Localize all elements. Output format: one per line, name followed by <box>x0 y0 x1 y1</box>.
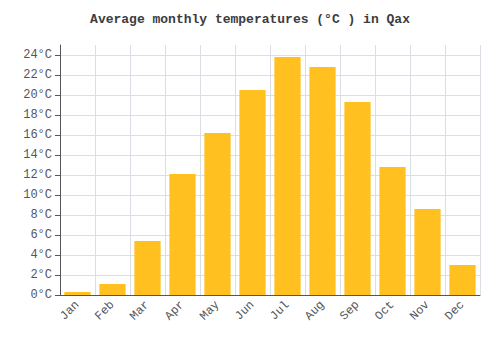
svg-text:2°C: 2°C <box>30 268 52 282</box>
svg-text:Jan: Jan <box>57 298 82 323</box>
svg-text:Sep: Sep <box>337 298 362 323</box>
svg-text:Average monthly temperatures (: Average monthly temperatures (°C ) in Qa… <box>90 12 410 27</box>
svg-text:Jun: Jun <box>232 298 257 323</box>
svg-text:6°C: 6°C <box>30 228 52 242</box>
svg-text:May: May <box>197 298 222 323</box>
svg-text:Feb: Feb <box>92 298 117 323</box>
svg-text:Oct: Oct <box>372 298 397 323</box>
svg-text:16°C: 16°C <box>23 128 52 142</box>
svg-text:Nov: Nov <box>407 298 432 323</box>
svg-text:8°C: 8°C <box>30 208 52 222</box>
svg-text:Aug: Aug <box>302 298 327 323</box>
svg-text:24°C: 24°C <box>23 48 52 62</box>
svg-text:20°C: 20°C <box>23 88 52 102</box>
svg-text:Dec: Dec <box>442 298 467 323</box>
svg-text:Apr: Apr <box>162 298 187 323</box>
svg-text:14°C: 14°C <box>23 148 52 162</box>
svg-text:Jul: Jul <box>267 298 292 323</box>
svg-text:18°C: 18°C <box>23 108 52 122</box>
svg-text:0°C: 0°C <box>30 288 52 302</box>
svg-text:Mar: Mar <box>127 298 152 323</box>
svg-text:12°C: 12°C <box>23 168 52 182</box>
svg-text:4°C: 4°C <box>30 248 52 262</box>
svg-text:22°C: 22°C <box>23 68 52 82</box>
svg-text:10°C: 10°C <box>23 188 52 202</box>
